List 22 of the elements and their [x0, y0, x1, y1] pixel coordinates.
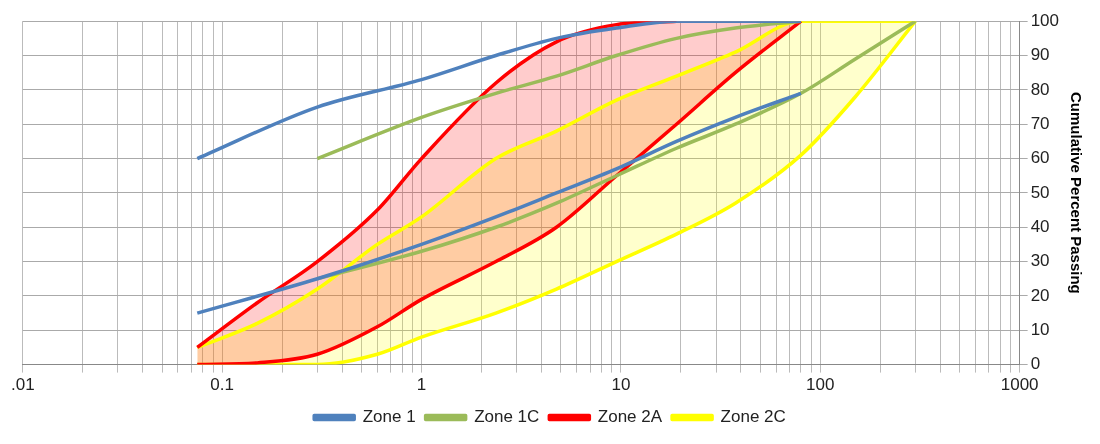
- x-tick-label: 100: [806, 375, 835, 395]
- y-tick-label: 40: [1030, 216, 1050, 236]
- x-tick-label: .01: [11, 375, 35, 395]
- y-tick-label: 50: [1030, 182, 1050, 202]
- y-tick-label: 70: [1030, 113, 1050, 133]
- y-tick-label: 10: [1030, 319, 1050, 339]
- y-tick-label: 30: [1030, 251, 1050, 271]
- legend-label: Zone 2C: [720, 407, 786, 427]
- y-tick-label: 100: [1030, 10, 1060, 30]
- x-tick-label: 1000: [1000, 375, 1039, 395]
- x-tick-label: 1: [416, 375, 427, 395]
- y-axis-title: Cumulative Percent Passing: [1067, 92, 1085, 294]
- x-tick-label: 10: [611, 375, 631, 395]
- x-tick-label: 0.1: [210, 375, 234, 395]
- y-tick-label: 80: [1030, 79, 1050, 99]
- legend-label: Zone 2A: [597, 407, 663, 427]
- legend-label: Zone 1: [362, 407, 416, 427]
- y-tick-label: 0: [1030, 354, 1041, 374]
- y-tick-label: 60: [1030, 148, 1050, 168]
- y-tick-label: 20: [1030, 285, 1050, 305]
- y-tick-label: 90: [1030, 45, 1050, 65]
- legend-label: Zone 1C: [474, 407, 540, 427]
